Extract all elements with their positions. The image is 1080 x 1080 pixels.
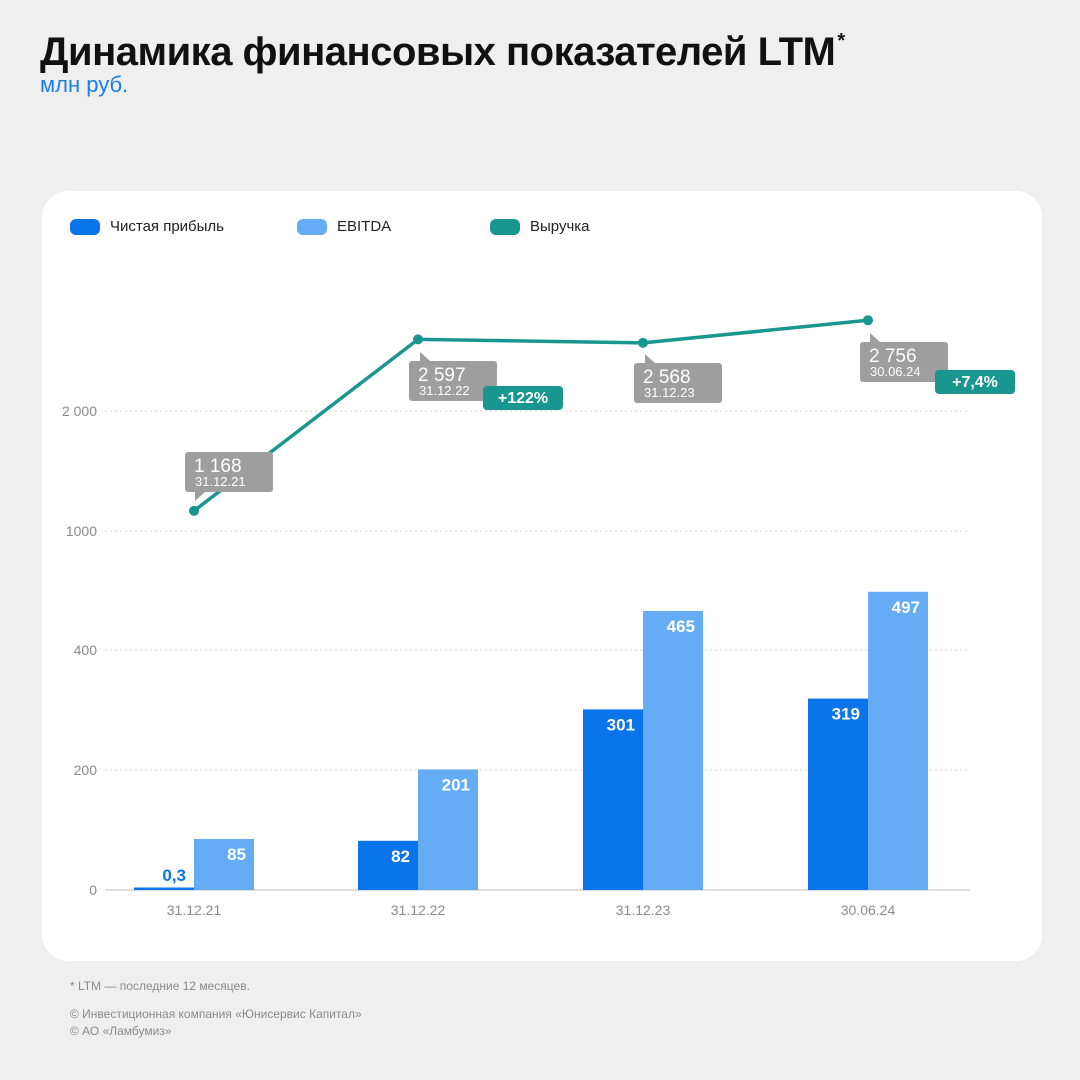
copyright-line: © Инвестиционная компания «Юнисервис Кап… [70,1007,362,1021]
data-label-net-profit: 0,3 [162,866,186,885]
x-tick-label: 30.06.24 [841,902,896,918]
bar-ebitda [868,591,928,890]
revenue-point [189,505,199,516]
callout-tail [645,354,655,363]
footnote: * LTM — последние 12 месяцев. [70,979,250,993]
revenue-point [413,334,423,345]
callout-date: 30.06.24 [870,364,921,379]
growth-badge-text: +122% [498,390,548,407]
callout-box [860,342,948,382]
growth-badge [935,370,1015,394]
data-label-ebitda: 497 [892,598,920,617]
revenue-point [863,315,873,326]
callout-tail [195,492,205,501]
callout-box [634,363,722,403]
callout-date: 31.12.22 [419,383,470,398]
y-tick-label: 0 [89,882,97,898]
legend-label: EBITDA [337,218,392,235]
legend-item-ebitda: EBITDA [297,218,391,235]
title-text: Динамика финансовых показателей LTM [40,30,836,74]
y-tick-label: 1000 [66,523,97,539]
data-label-ebitda: 465 [667,617,695,636]
legend-label: Чистая прибыль [110,218,224,235]
copyright-line: © АО «Ламбумиз» [70,1024,172,1038]
legend-item-revenue: Выручка [490,218,590,235]
callout-box [409,361,497,401]
bar-ebitda [418,769,478,890]
callout-date: 31.12.21 [195,474,246,489]
x-tick-label: 31.12.21 [167,902,222,918]
bar-net-profit [808,698,868,890]
revenue-point [638,337,648,348]
bar-net-profit [358,840,418,890]
callout-value: 2 568 [643,367,691,388]
callout-box [185,452,273,492]
data-label-net-profit: 82 [391,847,410,866]
legend-swatch-ebitda [297,218,327,235]
revenue-line [192,318,869,513]
title-footnote-mark: * [837,30,845,52]
legend-item-net-profit: Чистая прибыль [70,218,224,235]
callout-value: 1 168 [194,456,242,477]
x-tick-label: 31.12.22 [391,902,446,918]
page-subtitle: млн руб. [40,72,129,97]
callout-value: 2 756 [869,346,917,367]
data-label-ebitda: 85 [227,845,246,864]
data-label-net-profit: 319 [832,705,860,724]
x-tick-label: 31.12.23 [616,902,671,918]
legend-swatch-revenue [490,218,520,235]
bar-net-profit [134,887,194,890]
legend-label: Выручка [530,218,590,235]
callout-value: 2 597 [418,365,466,386]
bar-net-profit [583,709,643,890]
callout-tail [420,352,430,361]
growth-badge-text: +7,4% [952,374,998,391]
y-tick-label: 400 [74,642,98,658]
callout-tail [870,333,880,342]
data-label-ebitda: 201 [442,775,470,794]
page-title: Динамика финансовых показателей LTM * [40,30,845,75]
callout-date: 31.12.23 [644,385,695,400]
y-tick-label: 2 000 [62,403,97,419]
bar-ebitda [643,611,703,890]
legend-swatch-net-profit [70,218,100,235]
y-tick-label: 200 [74,762,98,778]
growth-badge [483,386,563,410]
bar-ebitda [194,839,254,890]
data-label-net-profit: 301 [607,715,635,734]
